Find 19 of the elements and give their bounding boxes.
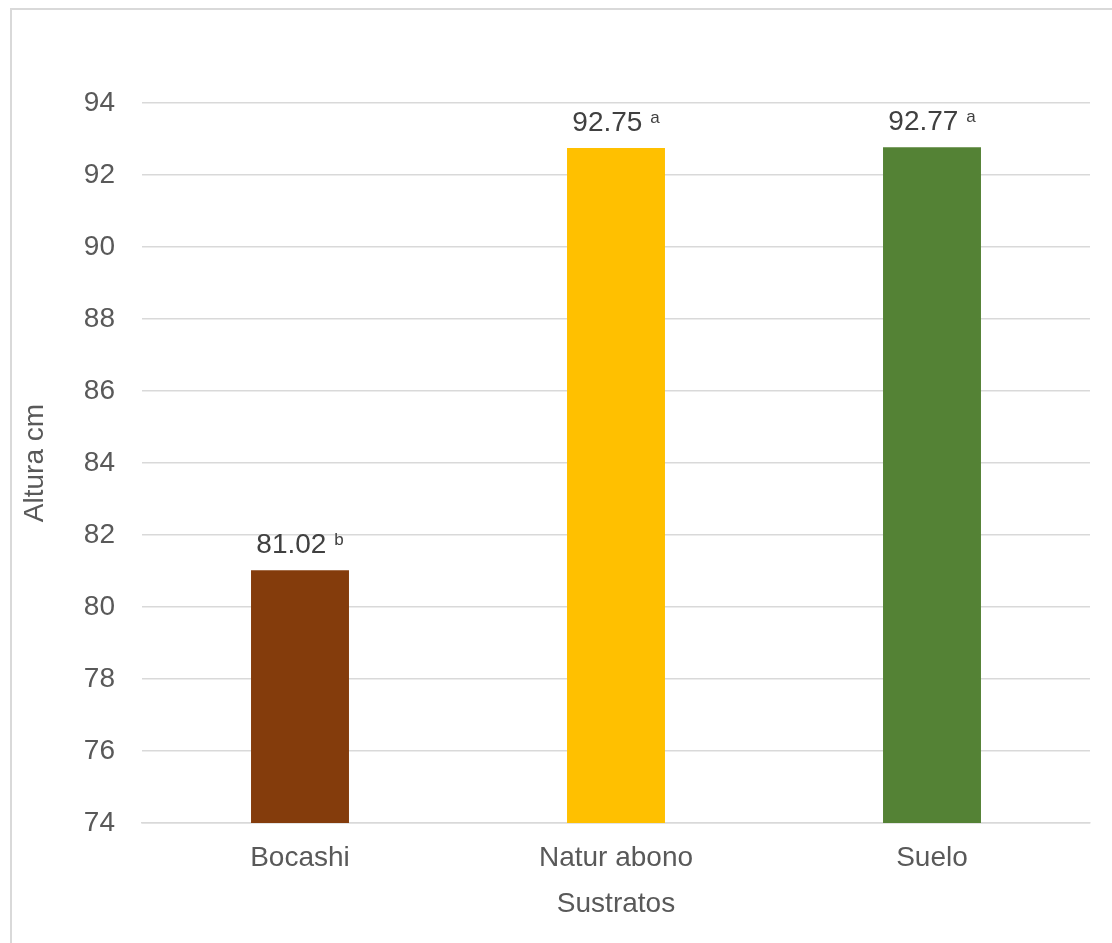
data-label: 92.77 a (888, 105, 977, 137)
y-tick-label: 84 (83, 445, 115, 477)
y-tick-label: 80 (83, 589, 115, 621)
x-axis-title: Sustratos (556, 886, 676, 918)
x-tick-label: Bocashi (250, 840, 350, 872)
y-tick-label: 78 (83, 661, 115, 693)
x-tick-label: Suelo (896, 840, 968, 872)
y-tick-label: 94 (83, 85, 115, 117)
y-tick-label: 90 (83, 229, 115, 261)
y-tick-label: 82 (83, 517, 115, 549)
data-label: 81.02 b (256, 528, 344, 560)
y-tick-label: 88 (83, 301, 115, 333)
x-tick-label: Natur abono (538, 840, 694, 872)
y-tick-label: 92 (83, 157, 115, 189)
y-tick-label: 76 (83, 733, 115, 765)
data-label: 92.75 a (572, 106, 661, 137)
y-axis-title: Altura cm (17, 403, 49, 523)
y-tick-label: 86 (83, 373, 115, 405)
y-tick-label: 74 (83, 805, 115, 837)
